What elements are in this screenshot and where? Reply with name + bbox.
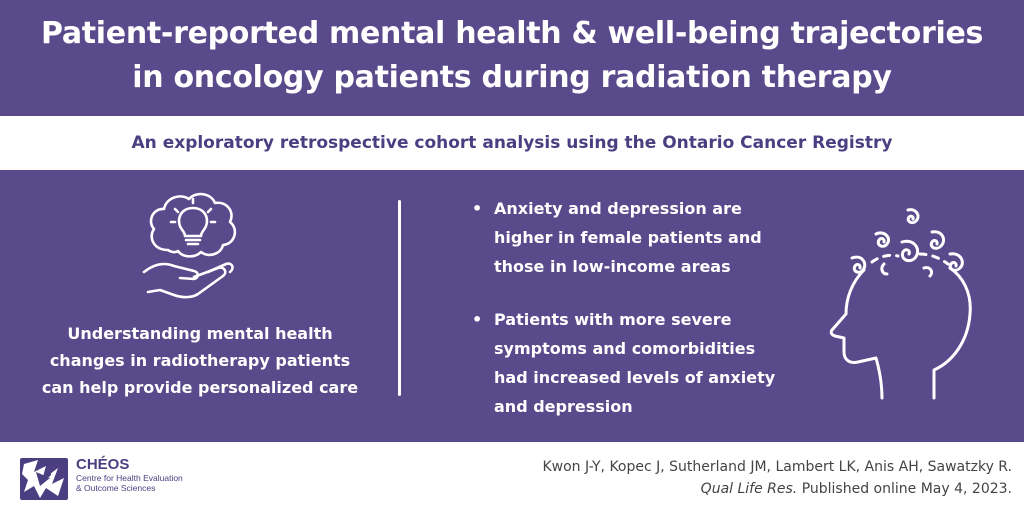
findings-list: Anxiety and depression are higher in fem… [470, 194, 800, 421]
left-text-line-3: can help provide personalized care [41, 378, 359, 397]
head-with-swirls-icon [829, 208, 972, 400]
brand-name: CHÉOS [76, 456, 130, 473]
title-line-1: Patient-reported mental health & well-be… [40, 16, 984, 51]
cheos-logo [20, 458, 68, 500]
vertical-divider [398, 200, 401, 396]
left-text-line-1: Understanding mental health [67, 324, 333, 343]
finding-2-line-4: and depression [494, 397, 633, 416]
lightbulb-brain-in-hand-icon [142, 192, 237, 299]
subtitle-banner: An exploratory retrospective cohort anal… [0, 116, 1024, 170]
title-banner: Patient-reported mental health & well-be… [0, 0, 1024, 116]
citation: Kwon J-Y, Kopec J, Sutherland JM, Lamber… [542, 456, 1012, 500]
finding-2-line-2: symptoms and comorbidities [494, 339, 756, 358]
finding-2-line-3: had increased levels of anxiety [494, 368, 776, 387]
brand-line-2: & Outcome Sciences [76, 483, 156, 493]
summary-panel: Understanding mental health changes in r… [0, 170, 1024, 442]
left-panel-text: Understanding mental health changes in r… [20, 320, 380, 401]
left-text-line-2: changes in radiotherapy patients [49, 351, 351, 370]
finding-1-line-1: Anxiety and depression are [494, 199, 742, 218]
citation-journal: Qual Life Res. [700, 481, 798, 497]
brand-line-1: Centre for Health Evaluation [76, 473, 183, 483]
title-line-2: in oncology patients during radiation th… [132, 60, 892, 95]
finding-1-line-3: those in low-income areas [494, 257, 731, 276]
finding-2-line-1: Patients with more severe [494, 310, 732, 329]
page-title: Patient-reported mental health & well-be… [0, 0, 1024, 100]
footer: CHÉOS Centre for Health Evaluation & Out… [0, 442, 1024, 512]
finding-item: Anxiety and depression are higher in fem… [470, 194, 800, 281]
finding-item: Patients with more severe symptoms and c… [470, 305, 800, 421]
brand-block: CHÉOS Centre for Health Evaluation & Out… [76, 456, 183, 493]
subtitle: An exploratory retrospective cohort anal… [131, 133, 893, 153]
citation-authors: Kwon J-Y, Kopec J, Sutherland JM, Lamber… [542, 459, 1012, 475]
finding-1-line-2: higher in female patients and [494, 228, 762, 247]
citation-published: Published online May 4, 2023. [797, 481, 1012, 497]
citation-source: Qual Life Res. Published online May 4, 2… [542, 478, 1012, 500]
